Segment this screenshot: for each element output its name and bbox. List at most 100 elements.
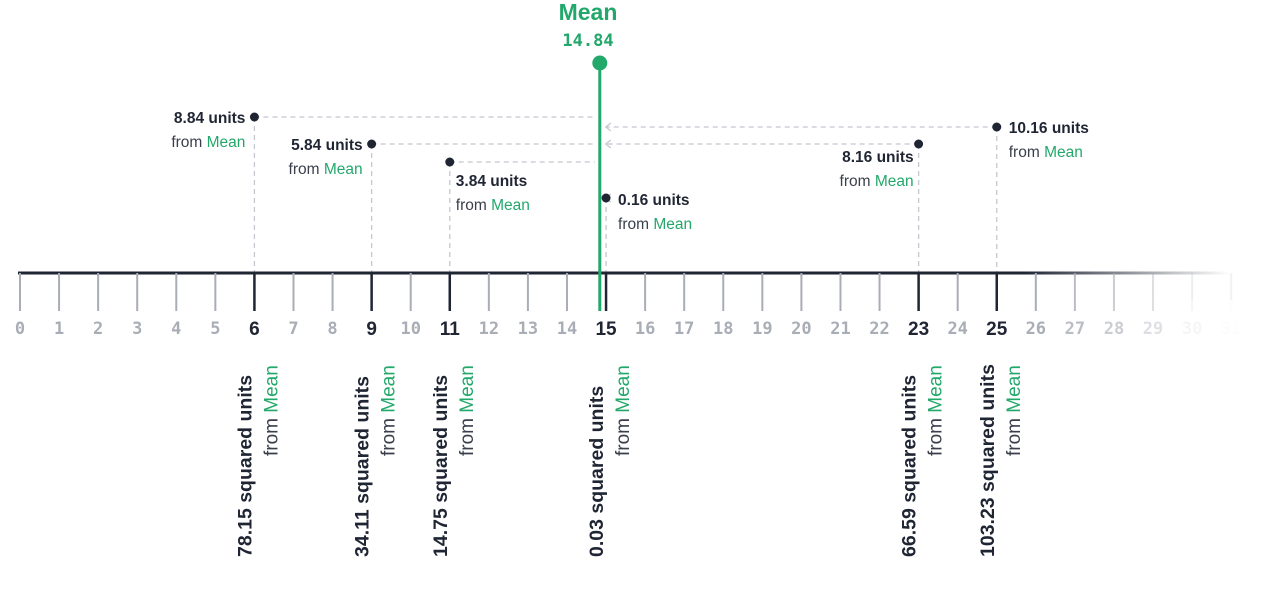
tick-label: 7 bbox=[288, 319, 298, 339]
mean-word: Mean bbox=[207, 134, 246, 151]
tick-label: 24 bbox=[947, 319, 967, 339]
connector-lines bbox=[253, 116, 998, 273]
from-word: from bbox=[379, 413, 400, 456]
from-word: from bbox=[457, 413, 478, 456]
squared-value: 14.75 squared units bbox=[430, 375, 452, 557]
squared-from-mean: from Mean bbox=[1004, 365, 1025, 456]
from-word: from bbox=[171, 134, 206, 151]
tick-label: 26 bbox=[1026, 319, 1046, 339]
tick-label: 2 bbox=[93, 319, 103, 339]
from-word: from bbox=[840, 173, 875, 190]
distance-value: 5.84 units bbox=[291, 137, 363, 154]
data-point bbox=[914, 139, 924, 149]
squared-value: 34.11 squared units bbox=[352, 376, 374, 557]
tick-label: 6 bbox=[249, 319, 260, 340]
from-word: from bbox=[1004, 413, 1025, 456]
tick-label: 8 bbox=[327, 319, 337, 339]
squared-label: 103.23 squared units from Mean bbox=[977, 364, 1025, 557]
tick-label: 5 bbox=[210, 319, 220, 339]
mean-value: 14.84 bbox=[562, 31, 613, 51]
tick-label: 4 bbox=[171, 319, 181, 339]
squared-label: 34.11 squared units from Mean bbox=[352, 365, 400, 557]
squared-value: 103.23 squared units bbox=[977, 364, 999, 557]
mean-marker: Mean 14.84 bbox=[559, 0, 618, 311]
from-mean-text: from Mean bbox=[456, 197, 530, 214]
squared-from-mean: from Mean bbox=[613, 365, 634, 456]
from-mean-text: from Mean bbox=[840, 173, 914, 190]
tick-label: 10 bbox=[400, 319, 420, 339]
squared-from-mean: from Mean bbox=[457, 365, 478, 456]
from-word: from bbox=[289, 161, 324, 178]
from-mean-text: from Mean bbox=[618, 216, 692, 233]
squared-from-mean: from Mean bbox=[926, 365, 947, 456]
from-word: from bbox=[1009, 144, 1044, 161]
mean-word: Mean bbox=[324, 161, 363, 178]
number-line-axis bbox=[18, 271, 1233, 311]
squared-value: 0.03 squared units bbox=[586, 386, 608, 557]
tick-label: 9 bbox=[366, 319, 377, 340]
from-word: from bbox=[618, 216, 653, 233]
squared-from-mean: from Mean bbox=[379, 365, 400, 456]
tick-label: 20 bbox=[791, 319, 811, 339]
data-point bbox=[601, 193, 611, 203]
tick-label: 25 bbox=[986, 319, 1008, 340]
tick-label: 16 bbox=[635, 319, 655, 339]
tick-label: 27 bbox=[1065, 319, 1085, 339]
tick-label: 0 bbox=[15, 319, 25, 339]
squared-value: 78.15 squared units bbox=[234, 375, 256, 557]
tick-label: 12 bbox=[479, 319, 499, 339]
distance-value: 3.84 units bbox=[456, 173, 528, 190]
from-mean-text: from Mean bbox=[171, 134, 245, 151]
data-point bbox=[249, 112, 259, 122]
distance-value: 10.16 units bbox=[1009, 120, 1089, 137]
tick-label: 22 bbox=[869, 319, 889, 339]
distance-labels: 8.84 units from Mean 5.84 units from Mean 3.… bbox=[171, 110, 1089, 233]
data-point bbox=[445, 157, 455, 167]
tick-label: 18 bbox=[713, 319, 733, 339]
axis-tick-labels: 0 1 2 3 4 5 6 7 8 9 10 11 12 13 14 15 16 17 18 19 20 21 22 23 24… bbox=[15, 319, 1242, 340]
from-word: from bbox=[613, 413, 634, 456]
tick-label: 19 bbox=[752, 319, 772, 339]
squared-label: 0.03 squared units from Mean bbox=[586, 365, 634, 557]
squared-distance-labels: 78.15 squared units from Mean 34.11 square… bbox=[234, 364, 1024, 557]
data-point bbox=[367, 139, 377, 149]
squared-label: 78.15 squared units from Mean bbox=[234, 365, 282, 557]
mean-word: Mean bbox=[926, 365, 947, 413]
from-mean-text: from Mean bbox=[1009, 144, 1083, 161]
mean-word: Mean bbox=[613, 365, 634, 413]
tick-label: 15 bbox=[595, 319, 617, 340]
from-word: from bbox=[261, 413, 282, 456]
tick-label: 13 bbox=[518, 319, 538, 339]
arrow-head bbox=[604, 139, 612, 149]
mean-word: Mean bbox=[261, 365, 282, 413]
from-word: from bbox=[926, 413, 947, 456]
mean-word: Mean bbox=[1044, 144, 1083, 161]
squared-label: 14.75 squared units from Mean bbox=[430, 365, 478, 557]
mean-word: Mean bbox=[457, 365, 478, 413]
tick-label: 21 bbox=[830, 319, 850, 339]
tick-label: 11 bbox=[440, 319, 461, 340]
distance-value: 0.16 units bbox=[618, 192, 690, 209]
squared-from-mean: from Mean bbox=[261, 365, 282, 456]
distance-value: 8.84 units bbox=[174, 110, 246, 127]
mean-word: Mean bbox=[379, 365, 400, 413]
from-mean-text: from Mean bbox=[289, 161, 363, 178]
mean-word: Mean bbox=[653, 216, 692, 233]
mean-title: Mean bbox=[559, 0, 618, 25]
mean-word: Mean bbox=[491, 197, 530, 214]
mean-word: Mean bbox=[1004, 365, 1025, 413]
mean-dot bbox=[592, 55, 608, 71]
tick-label: 17 bbox=[674, 319, 694, 339]
from-word: from bbox=[456, 197, 491, 214]
tick-label: 28 bbox=[1104, 319, 1124, 339]
squared-label: 66.59 squared units from Mean bbox=[899, 365, 947, 557]
tick-label: 14 bbox=[557, 319, 577, 339]
mean-word: Mean bbox=[875, 173, 914, 190]
arrow-head bbox=[604, 122, 612, 132]
tick-label: 3 bbox=[132, 319, 142, 339]
edge-fade bbox=[1150, 300, 1250, 345]
tick-label: 1 bbox=[54, 319, 64, 339]
axis-line bbox=[18, 271, 1230, 275]
squared-value: 66.59 squared units bbox=[899, 375, 921, 557]
